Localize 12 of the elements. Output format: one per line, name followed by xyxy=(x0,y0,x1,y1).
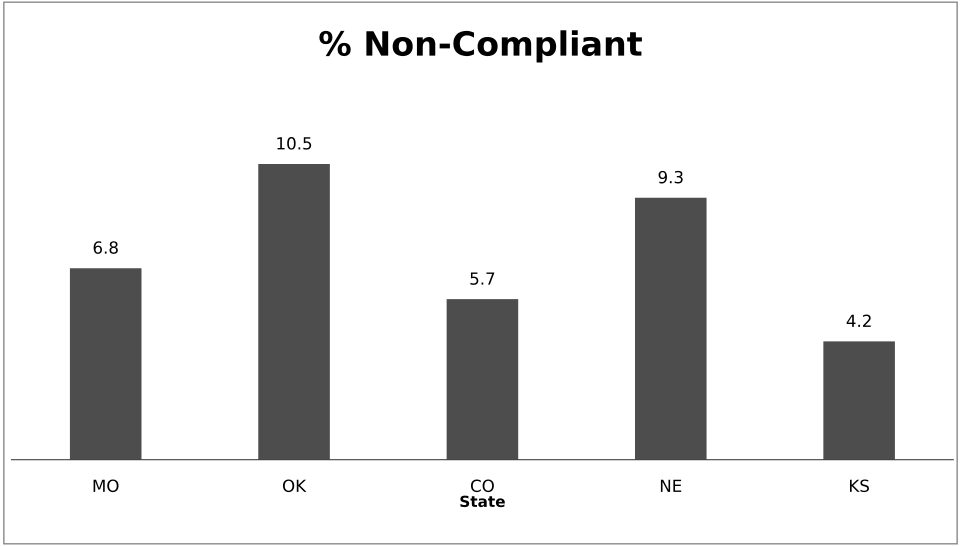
x-tick-label: KS xyxy=(850,479,869,492)
data-label: 4.2 xyxy=(846,314,871,327)
data-label: 9.3 xyxy=(658,170,683,184)
x-tick-label: NE xyxy=(660,480,682,492)
data-label: 5.7 xyxy=(470,272,494,285)
x-tick-label: MO xyxy=(94,479,119,492)
x-tick-label: CO xyxy=(470,479,494,492)
chart-title: % Non-Compliant xyxy=(319,30,642,63)
x-axis-title: State xyxy=(460,496,505,508)
data-label: 6.8 xyxy=(94,241,118,254)
x-tick-label: OK xyxy=(282,479,306,492)
data-label: 10.5 xyxy=(277,137,312,150)
